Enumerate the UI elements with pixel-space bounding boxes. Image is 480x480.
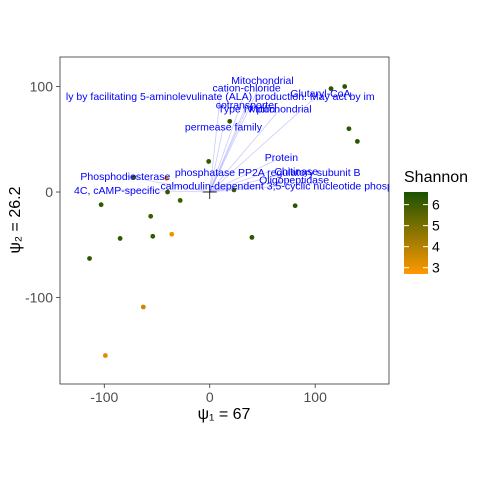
annotation-label: Phosphodiesterase <box>80 171 170 183</box>
annotation-segment <box>209 108 248 193</box>
annotation-label: 4C, cAMP-specific <box>74 185 160 197</box>
data-point <box>292 203 298 209</box>
legend-title: Shannon <box>404 169 468 186</box>
annotation-label: phosphatase PP2A regulatory subunit B <box>175 167 361 179</box>
annotation-label: Mitochondrial <box>249 104 311 116</box>
data-point <box>148 213 154 219</box>
data-point <box>164 175 169 181</box>
data-point <box>150 233 156 239</box>
annotation-label: Glutaryl-CoA <box>290 88 350 100</box>
annotation-segment <box>209 126 224 193</box>
data-point <box>231 187 237 193</box>
data-point <box>227 118 233 124</box>
annotation-label: Protein <box>265 152 298 164</box>
annotation-label: ly by facilitating 5-aminolevulinate (AL… <box>66 91 375 103</box>
data-point <box>117 236 123 241</box>
annotation-segment <box>209 95 221 193</box>
data-point <box>169 231 175 237</box>
data-point <box>131 174 137 180</box>
annotation-segment <box>116 189 210 193</box>
x-tick-label: 0 <box>206 389 214 405</box>
data-point <box>98 202 104 208</box>
legend-ticks: 3 4 5 6 <box>404 197 440 276</box>
data-point <box>328 86 334 92</box>
annotation-segment <box>209 87 248 193</box>
annotation-segment <box>209 156 282 193</box>
data-point <box>140 304 146 310</box>
annotation-label: cotransporter <box>216 99 278 111</box>
x-axis-title: ψ₁ = 67 <box>198 406 251 423</box>
origin-marker <box>202 185 217 200</box>
legend-tick-label: 4 <box>432 239 440 255</box>
annotation-segment <box>209 108 281 193</box>
annotation-segment <box>209 171 268 193</box>
color-legend: Shannon 3 4 5 6 <box>404 169 468 276</box>
annotation-segment <box>209 80 263 193</box>
data-point <box>354 138 360 144</box>
x-tick-label: -100 <box>90 389 118 405</box>
data-point <box>346 126 352 132</box>
legend-tick-label: 5 <box>432 218 440 234</box>
x-tick-label: 100 <box>304 389 328 405</box>
legend-colorbar <box>404 192 428 274</box>
annotation-segment <box>209 104 248 193</box>
data-points <box>87 84 360 358</box>
data-point <box>249 234 255 240</box>
annotation-segment <box>209 178 295 193</box>
legend-tick-label: 6 <box>432 197 440 213</box>
annotation-label: permease family <box>185 122 263 134</box>
annotation-label: calmodulin-dependent 3,5-cyclic nucleoti… <box>160 181 404 193</box>
annotation-label: Chitinase <box>274 166 318 178</box>
annotation-label: Oligopeptidase <box>259 174 329 186</box>
data-point <box>206 159 212 164</box>
annotation-segments <box>116 80 321 193</box>
annotation-segment <box>125 175 210 193</box>
y-axis-ticks: -100 0 100 <box>25 79 60 306</box>
legend-tick-label: 3 <box>432 260 440 276</box>
y-tick-label: 100 <box>30 79 54 95</box>
data-point <box>102 353 108 358</box>
data-point <box>87 256 92 261</box>
annotation-segment <box>209 185 283 193</box>
annotation-label: Mitochondrial <box>231 75 293 87</box>
annotation-label: cation-chloride <box>212 83 280 95</box>
data-point <box>165 189 170 195</box>
y-tick-label: 0 <box>45 184 53 200</box>
data-point <box>342 84 348 89</box>
y-axis-title: ψ₂ = 26.2 <box>7 186 24 253</box>
data-point <box>177 198 183 203</box>
annotation-segment <box>209 170 297 193</box>
y-tick-label: -100 <box>25 290 53 306</box>
x-axis-ticks: -100 0 100 <box>90 384 327 405</box>
annotation-segment <box>209 92 321 193</box>
annotation-label: Type IV pilin <box>218 104 275 116</box>
plot-panel <box>59 56 390 385</box>
